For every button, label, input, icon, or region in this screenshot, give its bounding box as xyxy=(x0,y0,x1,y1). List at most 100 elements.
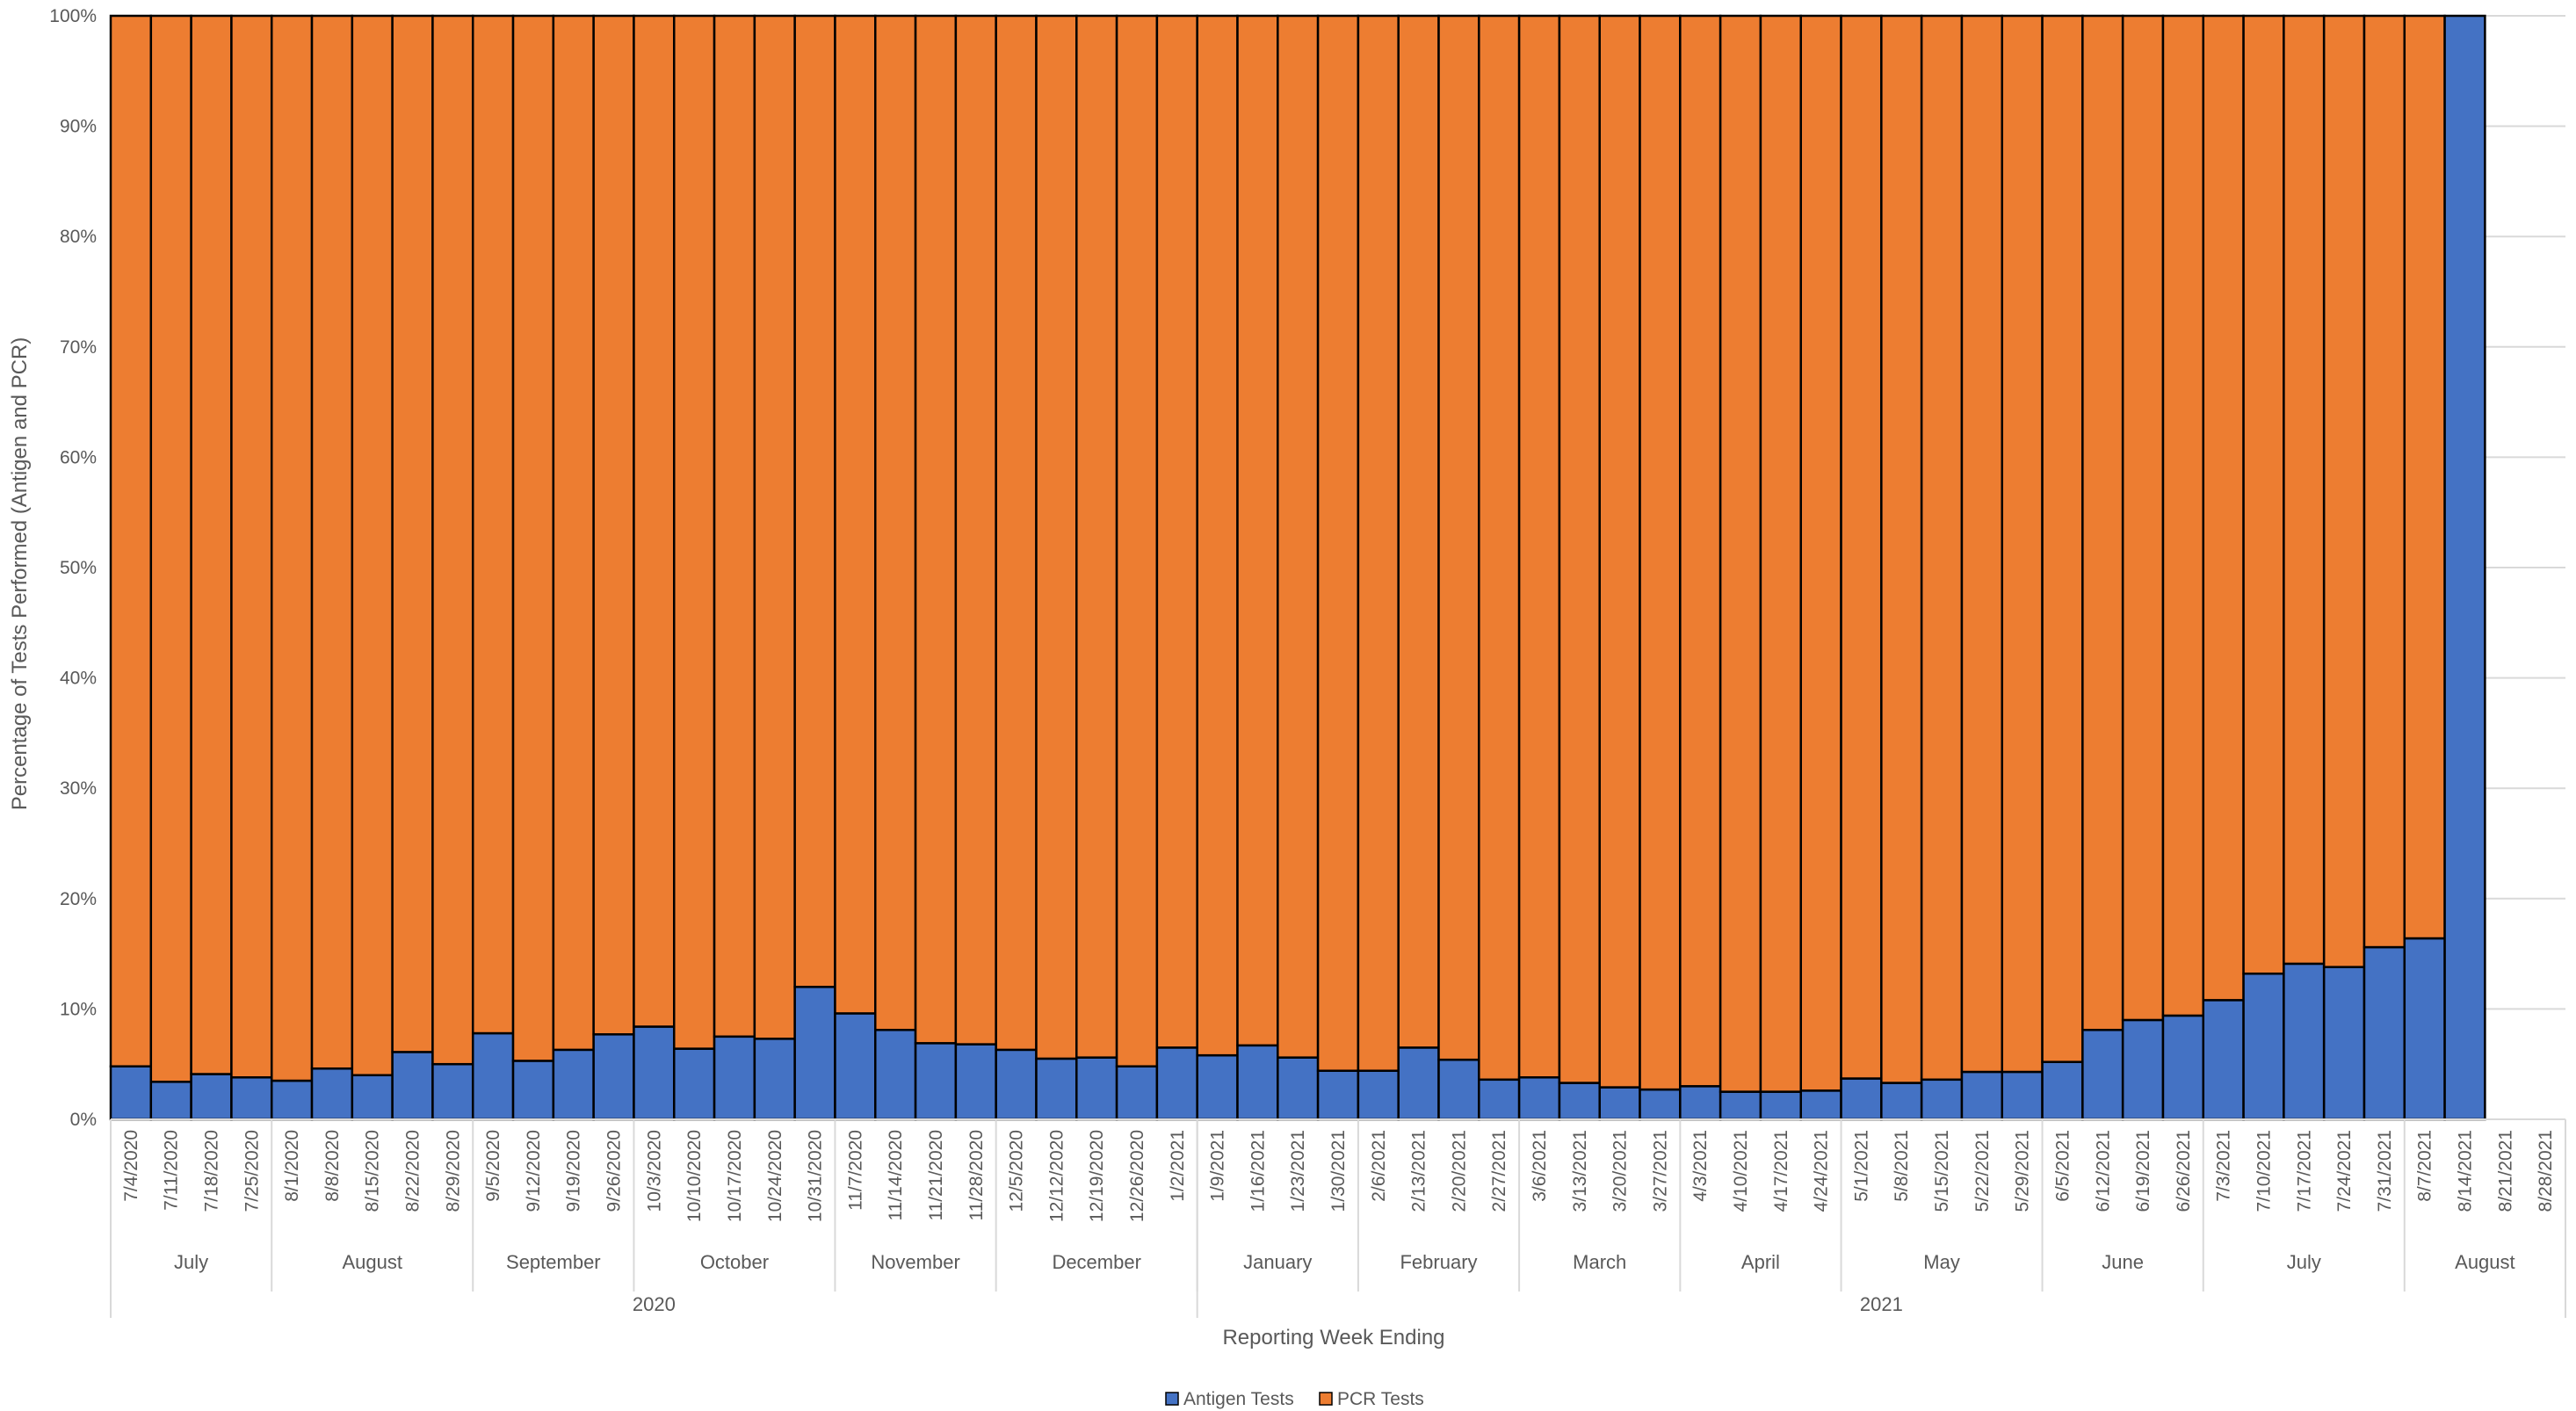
pcr-bar xyxy=(954,14,997,1046)
x-tick-label: 5/1/2021 xyxy=(1851,1130,1871,1202)
x-tick-label: 12/26/2020 xyxy=(1127,1130,1147,1222)
y-axis-title: Percentage of Tests Performed (Antigen a… xyxy=(8,337,32,811)
y-tick-label: 30% xyxy=(60,778,97,799)
pcr-bar xyxy=(391,14,434,1053)
antigen-bar xyxy=(2283,962,2326,1121)
antigen-bar xyxy=(1598,1086,1641,1121)
pcr-bar xyxy=(1639,14,1682,1091)
pcr-bar xyxy=(914,14,958,1045)
antigen-bar xyxy=(1558,1082,1601,1121)
antigen-bar xyxy=(874,1029,917,1121)
pcr-bar xyxy=(1840,14,1883,1080)
antigen-bar xyxy=(1316,1069,1360,1121)
pcr-bar xyxy=(633,14,676,1028)
x-tick-label: 11/28/2020 xyxy=(966,1130,987,1221)
month-label: August xyxy=(342,1251,402,1273)
month-label: August xyxy=(2455,1251,2515,1273)
y-tick-label: 70% xyxy=(60,337,97,358)
antigen-bar xyxy=(351,1074,394,1121)
antigen-bar xyxy=(713,1035,756,1121)
year-label: 2021 xyxy=(1860,1293,1903,1315)
antigen-bar xyxy=(1679,1085,1722,1121)
x-tick-label: 5/8/2021 xyxy=(1892,1130,1912,1202)
x-tick-label: 11/14/2020 xyxy=(886,1130,906,1221)
x-tick-label: 6/12/2021 xyxy=(2093,1130,2113,1212)
pcr-bar xyxy=(2001,14,2044,1074)
pcr-bar xyxy=(874,14,917,1031)
antigen-bar xyxy=(2242,972,2285,1121)
antigen-bar xyxy=(1277,1056,1320,1121)
antigen-bar xyxy=(753,1038,796,1121)
x-tick-label: 1/2/2021 xyxy=(1168,1130,1188,1202)
antigen-bar xyxy=(1759,1090,1802,1121)
pcr-bar xyxy=(672,14,716,1050)
pcr-bar xyxy=(1155,14,1198,1049)
antigen-bar xyxy=(1155,1046,1198,1121)
y-tick-label: 20% xyxy=(60,889,97,909)
pcr-bar xyxy=(351,14,394,1077)
y-axis-ticks: 0% 10% 20% 30% 40% 50% 60% 70% 80% 90% 100% xyxy=(49,6,97,1130)
x-tick-label: 9/19/2020 xyxy=(564,1130,584,1212)
antigen-bar xyxy=(2322,966,2366,1121)
x-tick-label: 9/12/2020 xyxy=(524,1130,544,1212)
x-tick-label: 5/15/2021 xyxy=(1932,1130,1952,1212)
pcr-bar xyxy=(1920,14,1964,1082)
pcr-bar xyxy=(1759,14,1802,1093)
antigen-bar xyxy=(1115,1065,1159,1121)
month-label: March xyxy=(1573,1251,1626,1273)
year-label: 2020 xyxy=(633,1293,676,1315)
x-tick-label: 11/7/2020 xyxy=(845,1130,865,1211)
antigen-bar xyxy=(391,1051,434,1121)
pcr-bar xyxy=(310,14,354,1070)
pcr-bar xyxy=(1679,14,1722,1088)
month-label: September xyxy=(506,1251,601,1273)
x-tick-label: 12/19/2020 xyxy=(1087,1130,1107,1222)
pcr-bar xyxy=(2041,14,2084,1063)
y-tick-label: 60% xyxy=(60,447,97,467)
legend-swatch-antigen xyxy=(1165,1392,1179,1406)
antigen-bar xyxy=(995,1048,1038,1121)
bars xyxy=(109,14,2486,1121)
x-tick-label: 11/21/2020 xyxy=(926,1130,946,1221)
x-tick-label: 7/17/2021 xyxy=(2294,1130,2314,1212)
antigen-bar xyxy=(109,1065,153,1121)
x-tick-label: 10/3/2020 xyxy=(644,1130,664,1212)
pcr-bar xyxy=(995,14,1038,1052)
month-label: July xyxy=(2287,1251,2321,1273)
x-tick-label: 4/10/2021 xyxy=(1731,1130,1751,1212)
antigen-bar xyxy=(431,1062,474,1121)
month-label: June xyxy=(2102,1251,2144,1273)
x-tick-label: 2/6/2021 xyxy=(1369,1130,1389,1202)
month-label: November xyxy=(871,1251,959,1273)
pcr-bar xyxy=(270,14,314,1082)
pcr-bar xyxy=(1277,14,1320,1059)
pcr-bar xyxy=(2322,14,2366,968)
antigen-bar xyxy=(2081,1029,2124,1121)
antigen-bar xyxy=(310,1067,354,1121)
x-tick-label: 5/29/2021 xyxy=(2013,1130,2033,1212)
antigen-bar xyxy=(2363,945,2406,1121)
legend-label-pcr: PCR Tests xyxy=(1337,1389,1424,1409)
antigen-bar xyxy=(552,1048,595,1121)
legend-swatch-pcr xyxy=(1319,1392,1333,1406)
antigen-bar xyxy=(834,1012,877,1121)
y-tick-label: 80% xyxy=(60,227,97,247)
x-tick-label: 7/18/2020 xyxy=(202,1130,222,1212)
antigen-bar xyxy=(1719,1090,1762,1121)
x-tick-label: 8/15/2020 xyxy=(363,1130,383,1212)
pcr-bar xyxy=(1035,14,1078,1060)
pcr-bar xyxy=(1517,14,1561,1079)
x-tick-label: 3/27/2021 xyxy=(1650,1130,1670,1212)
antigen-bar xyxy=(633,1025,676,1121)
month-label: April xyxy=(1741,1251,1780,1273)
antigen-bar xyxy=(672,1047,716,1121)
pcr-bar xyxy=(1075,14,1118,1059)
x-tick-label: 7/10/2021 xyxy=(2254,1130,2274,1212)
pcr-bar xyxy=(1196,14,1239,1057)
pcr-bar xyxy=(190,14,233,1075)
x-tick-label: 5/22/2021 xyxy=(1972,1130,1993,1212)
legend: Antigen Tests PCR Tests xyxy=(1165,1389,1424,1409)
x-tick-label: 10/31/2020 xyxy=(806,1130,826,1222)
antigen-bar xyxy=(2121,1018,2165,1121)
pcr-bar xyxy=(2081,14,2124,1031)
